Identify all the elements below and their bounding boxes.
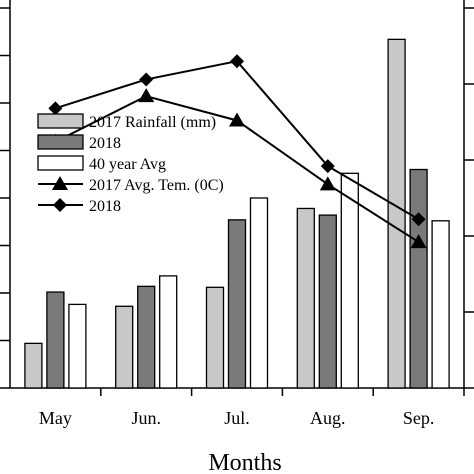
x-tick-label: Jun.: [131, 408, 161, 428]
diamond-marker: [48, 101, 63, 116]
triangle-marker: [229, 112, 245, 127]
legend-label: 2018: [89, 198, 121, 215]
bar: [205, 286, 225, 389]
bar: [387, 38, 406, 389]
bar: [68, 303, 87, 389]
legend-label: 2018: [89, 135, 121, 152]
x-ticks: May Jun. Jul. Aug. Sep.: [39, 388, 465, 428]
bar: [115, 305, 134, 389]
bar: [227, 219, 247, 389]
bar: [249, 197, 269, 389]
bar: [159, 275, 178, 389]
diamond-marker: [230, 54, 244, 69]
bar: [431, 220, 450, 389]
legend-swatch: [37, 155, 84, 171]
triangle-marker: [410, 234, 427, 249]
legend-swatch: [37, 134, 84, 150]
bars: [24, 38, 450, 389]
triangle-marker: [319, 176, 336, 191]
legend-label: 2017 Rainfall (mm): [89, 114, 216, 131]
bar: [46, 291, 65, 389]
bar: [24, 342, 43, 389]
legend-label: 2017 Avg. Tem. (0C): [89, 177, 224, 194]
triangle-marker: [52, 176, 68, 190]
x-tick-label: Sep.: [403, 408, 435, 428]
diamond-marker: [53, 198, 67, 212]
x-tick-label: Jul.: [224, 408, 250, 428]
x-tick-label: May: [39, 408, 72, 428]
legend-swatch: [37, 113, 84, 129]
diamond-marker: [320, 159, 335, 174]
bar: [318, 214, 337, 389]
diamond-marker: [139, 72, 154, 87]
bar: [340, 172, 359, 389]
x-tick-label: Aug.: [310, 408, 346, 428]
legend: 2017 Rainfall (mm) 2018 40 year Avg 2017 Av…: [37, 113, 224, 215]
lines: [47, 54, 427, 249]
x-axis-label: Months: [208, 450, 281, 474]
bar: [137, 285, 156, 389]
legend-label: 40 year Avg: [89, 156, 166, 173]
triangle-marker: [138, 88, 155, 103]
bar: [409, 168, 428, 389]
diamond-marker: [411, 212, 426, 227]
bar: [296, 207, 315, 389]
